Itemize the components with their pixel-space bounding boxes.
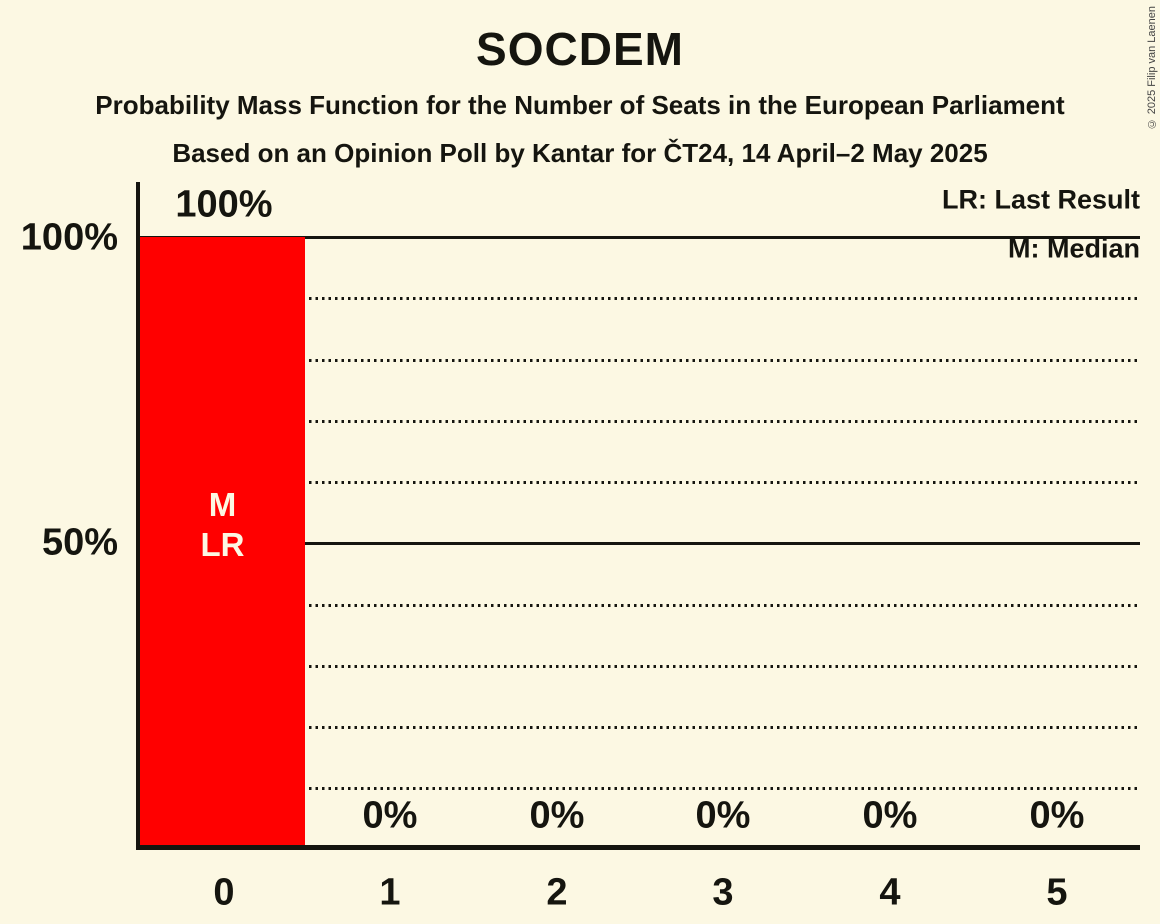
gridline-80 bbox=[140, 359, 1140, 362]
x-tick-4: 4 bbox=[879, 871, 901, 914]
y-tick-100: 100% bbox=[20, 216, 118, 259]
gridline-90 bbox=[140, 297, 1140, 300]
value-label-seats-5: 0% bbox=[1029, 794, 1085, 837]
value-label-seats-1: 0% bbox=[362, 794, 418, 837]
gridline-70 bbox=[140, 420, 1140, 423]
last-result-marker: LR bbox=[200, 526, 245, 563]
x-tick-0: 0 bbox=[213, 871, 235, 914]
chart-subtitle-source: Based on an Opinion Poll by Kantar for Č… bbox=[172, 138, 988, 168]
value-label-seats-0: 100% bbox=[175, 183, 273, 226]
x-tick-1: 1 bbox=[379, 871, 401, 914]
value-label-seats-2: 0% bbox=[529, 794, 585, 837]
y-tick-50: 50% bbox=[41, 521, 118, 564]
gridline-50 bbox=[140, 542, 1140, 545]
y-axis-line bbox=[136, 182, 140, 850]
x-axis-line bbox=[136, 845, 1140, 850]
gridline-60 bbox=[140, 481, 1140, 484]
chart-subtitle: Probability Mass Function for the Number… bbox=[95, 90, 1065, 120]
legend-median: M: Median bbox=[1008, 233, 1140, 264]
value-label-seats-3: 0% bbox=[695, 794, 751, 837]
value-label-seats-4: 0% bbox=[862, 794, 918, 837]
copyright-notice: © 2025 Filip van Laenen bbox=[1146, 6, 1158, 130]
x-tick-5: 5 bbox=[1046, 871, 1068, 914]
gridline-100 bbox=[140, 236, 1140, 239]
chart-title: SOCDEM bbox=[476, 23, 684, 75]
bar-seats-0 bbox=[140, 237, 305, 845]
gridline-40 bbox=[140, 604, 1140, 607]
x-tick-2: 2 bbox=[546, 871, 568, 914]
gridline-30 bbox=[140, 665, 1140, 668]
gridline-20 bbox=[140, 726, 1140, 729]
legend-last-result: LR: Last Result bbox=[941, 184, 1140, 215]
gridline-10 bbox=[140, 787, 1140, 790]
median-marker: M bbox=[208, 486, 237, 523]
bar-median-lastresult-marker: M LR bbox=[140, 485, 305, 565]
x-tick-3: 3 bbox=[712, 871, 734, 914]
